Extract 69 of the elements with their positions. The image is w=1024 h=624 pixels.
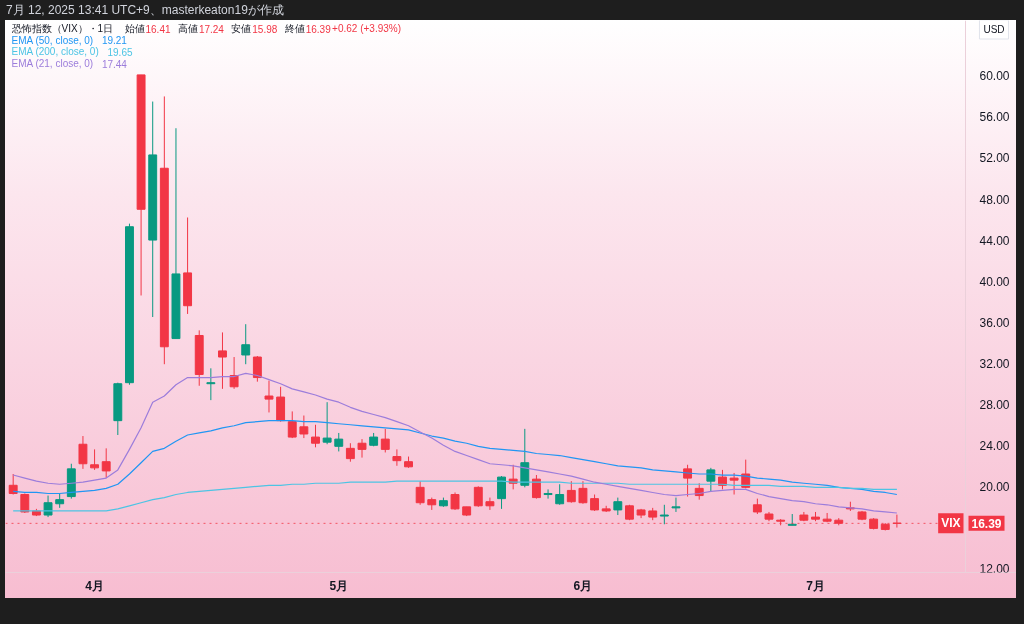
annotation: 高値	[177, 23, 198, 34]
candlestick	[380, 428, 390, 453]
y-tick-label: 44.00	[979, 233, 1010, 248]
annotation: 始値	[124, 23, 145, 34]
candlestick	[485, 497, 495, 511]
text: EMA (200, close, 0)	[11, 46, 99, 58]
x-tick-label: 4月	[85, 578, 104, 593]
y-tick-label: 32.00	[979, 356, 1010, 371]
candlestick	[276, 386, 286, 423]
candlestick	[392, 448, 402, 467]
y-tick-label: 52.00	[979, 151, 1010, 166]
candlestick	[90, 448, 100, 471]
y-tick-label: 28.00	[979, 397, 1010, 412]
y-tick-label: 24.00	[979, 438, 1010, 453]
candlestick	[578, 480, 588, 505]
annotation: 15.98	[252, 23, 278, 35]
annotation: 19.65	[107, 46, 133, 58]
candlestick	[101, 447, 111, 479]
x-tick-label: 5月	[329, 578, 349, 593]
candlestick	[497, 475, 506, 510]
candlestick	[531, 474, 541, 500]
candlestick	[345, 442, 355, 463]
annotation: 17.24	[198, 23, 225, 35]
candlestick	[555, 483, 565, 506]
candlestick	[78, 435, 88, 470]
candlestick	[520, 428, 530, 488]
annotation: +0.62 (+3.93%)	[332, 23, 402, 34]
chart-title: 恐怖指数（VIX）・1日	[10, 23, 114, 34]
annotation: 16.41	[145, 23, 171, 35]
candlestick	[718, 469, 727, 490]
y-tick-label: 12.00	[979, 561, 1010, 576]
candlestick	[357, 438, 367, 459]
candlestick	[229, 356, 239, 390]
text: EMA (21, close, 0)	[11, 58, 94, 70]
text: USD	[983, 24, 1005, 35]
y-tick-label: 20.00	[979, 479, 1010, 494]
y-tick-label: 40.00	[979, 274, 1010, 289]
annotation: 19.21	[101, 35, 128, 47]
candlestick	[299, 415, 309, 439]
y-tick-label: 56.00	[979, 110, 1010, 125]
ref-line-label: VIX	[941, 516, 961, 531]
annotation: 17.44	[101, 58, 128, 70]
y-tick-label: 60.00	[979, 69, 1010, 84]
candlestick	[415, 480, 425, 506]
candlestick	[729, 472, 739, 496]
annotation: 安値	[231, 23, 252, 34]
candlestick	[287, 410, 297, 439]
candlestick	[322, 401, 332, 445]
annotation: 16.39	[305, 23, 332, 35]
candlestick	[252, 355, 262, 383]
candlestick	[566, 480, 576, 504]
annotation: 終値	[283, 23, 305, 34]
candlestick	[206, 367, 216, 401]
candlestick	[264, 380, 274, 413]
candlestick	[671, 497, 681, 513]
text: EMA (50, close, 0)	[11, 34, 94, 46]
candlestick	[218, 331, 227, 390]
text: 16.39	[971, 516, 1002, 531]
y-tick-label: 36.00	[979, 315, 1010, 330]
candlestick	[659, 504, 669, 525]
candlestick	[334, 432, 344, 452]
candlestick	[543, 488, 553, 500]
x-tick-label: 7月	[806, 578, 825, 593]
text: 7月 12, 2025 13:41 UTC+9、masterkeaton19が作成	[6, 2, 284, 19]
candlestick	[241, 323, 251, 365]
y-tick-label: 48.00	[979, 192, 1010, 207]
candlestick	[311, 424, 320, 448]
candlestick	[473, 485, 483, 508]
x-tick-label: 6月	[573, 578, 593, 593]
